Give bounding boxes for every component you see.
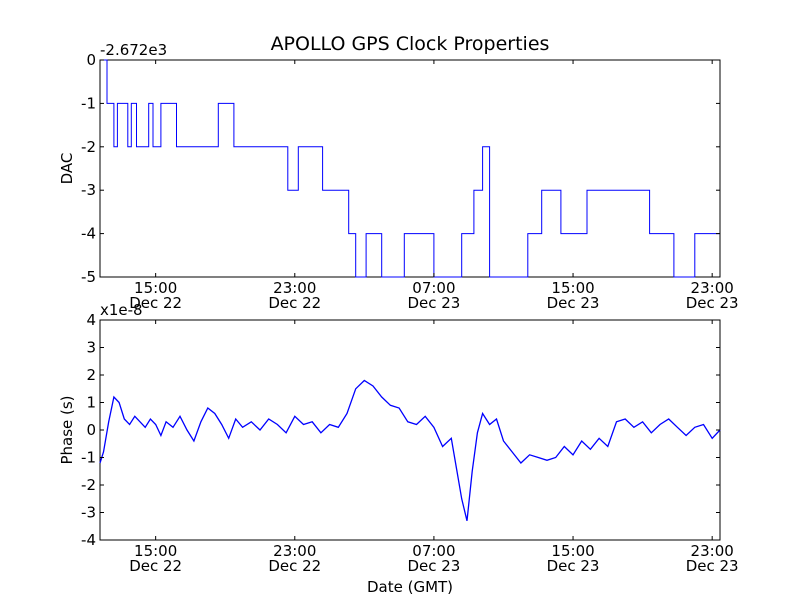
phase-x-tick-time: 15:00 [551, 542, 594, 560]
phase-y-tick-label: 1 [86, 394, 96, 412]
phase-y-tick-label: 3 [86, 339, 96, 357]
dac-x-tick-date: Dec 22 [129, 294, 182, 312]
phase-x-tick-time: 15:00 [134, 542, 177, 560]
phase-y-tick-label: -4 [81, 531, 96, 549]
phase-y-tick-label: 4 [86, 311, 96, 329]
phase-y-tick-label: -1 [81, 449, 96, 467]
phase-x-tick-date: Dec 23 [407, 557, 460, 575]
phase-y-tick-label: -2 [81, 476, 96, 494]
phase-offset-text: x1e-8 [100, 301, 143, 319]
dac-x-tick-date: Dec 23 [686, 294, 739, 312]
phase-x-tick-date: Dec 22 [268, 557, 321, 575]
phase-x-tick-time: 23:00 [691, 542, 734, 560]
dac-x-tick-time: 07:00 [412, 279, 455, 297]
dac-series-line [100, 59, 720, 278]
dac-y-axis-label: DAC [58, 153, 76, 185]
dac-y-tick-label: -5 [81, 268, 96, 286]
dac-x-tick-time: 23:00 [691, 279, 734, 297]
phase-y-tick-label: 0 [86, 421, 96, 439]
phase-x-tick-time: 07:00 [412, 542, 455, 560]
phase-x-tick-date: Dec 23 [686, 557, 739, 575]
dac-axes-frame [99, 59, 721, 278]
dac-offset-text: -2.672e3 [100, 41, 167, 59]
dac-y-tick-label: -2 [81, 138, 96, 156]
phase-x-tick-time: 23:00 [273, 542, 316, 560]
dac-x-tick-date: Dec 23 [407, 294, 460, 312]
dac-x-tick-date: Dec 22 [268, 294, 321, 312]
dac-y-tick-label: 0 [86, 51, 96, 69]
x-axis-label: Date (GMT) [367, 578, 453, 596]
dac-y-tick-label: -1 [81, 94, 96, 112]
phase-x-tick-date: Dec 23 [547, 557, 600, 575]
phase-axes-frame [99, 319, 721, 541]
dac-x-tick-date: Dec 23 [547, 294, 600, 312]
phase-series-line [99, 379, 721, 521]
dac-y-tick-label: -3 [81, 181, 96, 199]
dac-x-tick-time: 23:00 [273, 279, 316, 297]
figure-title: APOLLO GPS Clock Properties [271, 33, 550, 55]
dac-x-tick-time: 15:00 [134, 279, 177, 297]
phase-y-axis-label: Phase (s) [58, 395, 76, 464]
dac-x-tick-time: 15:00 [551, 279, 594, 297]
phase-y-tick-label: 2 [86, 366, 96, 384]
phase-y-tick-label: -3 [81, 504, 96, 522]
dac-y-tick-label: -4 [81, 225, 96, 243]
phase-x-tick-date: Dec 22 [129, 557, 182, 575]
